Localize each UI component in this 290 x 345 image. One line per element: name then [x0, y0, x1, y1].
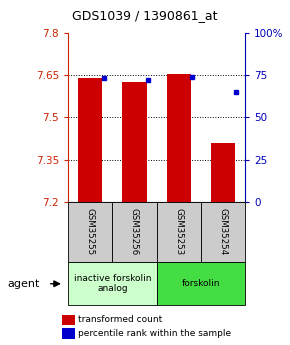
Text: transformed count: transformed count — [78, 315, 163, 324]
Text: agent: agent — [7, 279, 40, 289]
Text: GDS1039 / 1390861_at: GDS1039 / 1390861_at — [72, 9, 218, 22]
Text: forskolin: forskolin — [182, 279, 220, 288]
Bar — [211, 143, 235, 202]
Text: GSM35255: GSM35255 — [86, 208, 95, 256]
Text: percentile rank within the sample: percentile rank within the sample — [78, 329, 231, 338]
Bar — [78, 78, 102, 202]
Bar — [166, 73, 191, 202]
Text: GSM35254: GSM35254 — [218, 208, 227, 256]
Text: GSM35256: GSM35256 — [130, 208, 139, 256]
Text: inactive forskolin
analog: inactive forskolin analog — [74, 274, 151, 294]
Text: GSM35253: GSM35253 — [174, 208, 183, 256]
Bar — [122, 82, 147, 202]
